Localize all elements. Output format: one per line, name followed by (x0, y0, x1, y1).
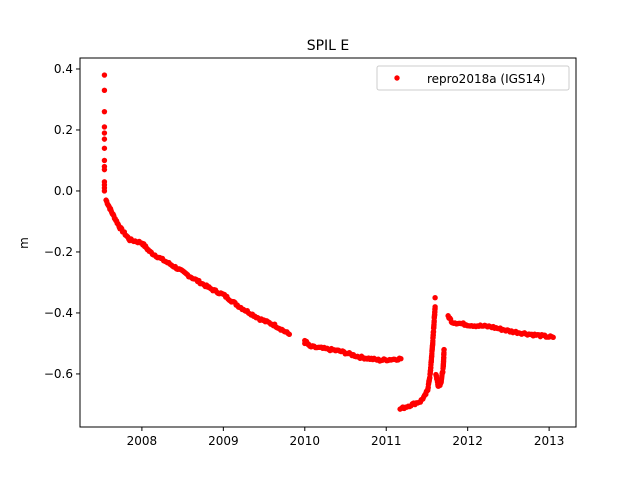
data-point (101, 72, 108, 78)
data-point (101, 136, 108, 142)
data-point (101, 166, 108, 173)
data-points (101, 72, 556, 412)
data-point (101, 145, 108, 151)
y-tick-label: 0.0 (54, 184, 73, 198)
y-tick-label: −0.4 (44, 306, 73, 320)
y-tick-label: −0.6 (44, 367, 73, 381)
data-point (286, 331, 293, 337)
y-axis: 0.4 0.2 0.0 −0.2 −0.4 −0.6 (44, 62, 80, 381)
y-axis-label: m (17, 237, 31, 249)
data-point (101, 124, 108, 130)
x-tick-label: 2010 (290, 434, 321, 448)
plot-frame (79, 57, 577, 428)
x-tick-label: 2008 (127, 434, 158, 448)
data-point (101, 157, 108, 164)
y-tick-label: 0.4 (54, 62, 73, 76)
data-point (101, 188, 108, 194)
y-tick-label: −0.2 (44, 245, 73, 259)
data-point (101, 130, 108, 136)
y-tick-label: 0.2 (54, 123, 73, 137)
data-point (432, 304, 438, 310)
data-point (101, 87, 108, 94)
data-point (398, 355, 404, 362)
data-point (302, 340, 308, 347)
data-point (550, 334, 556, 341)
legend-label: repro2018a (IGS14) (427, 72, 545, 86)
x-tick-label: 2011 (371, 434, 402, 448)
x-tick-label: 2012 (452, 434, 483, 448)
data-point (441, 346, 447, 353)
data-point (101, 108, 108, 115)
x-axis: 2008 2009 2010 2011 2012 2013 (127, 427, 565, 448)
legend: repro2018a (IGS14) (376, 65, 570, 91)
chart-title: SPIL E (307, 38, 350, 54)
legend-box (376, 65, 570, 91)
x-tick-label: 2013 (534, 434, 565, 448)
legend-marker (394, 75, 400, 81)
data-point (432, 294, 438, 301)
x-tick-label: 2009 (208, 434, 239, 448)
